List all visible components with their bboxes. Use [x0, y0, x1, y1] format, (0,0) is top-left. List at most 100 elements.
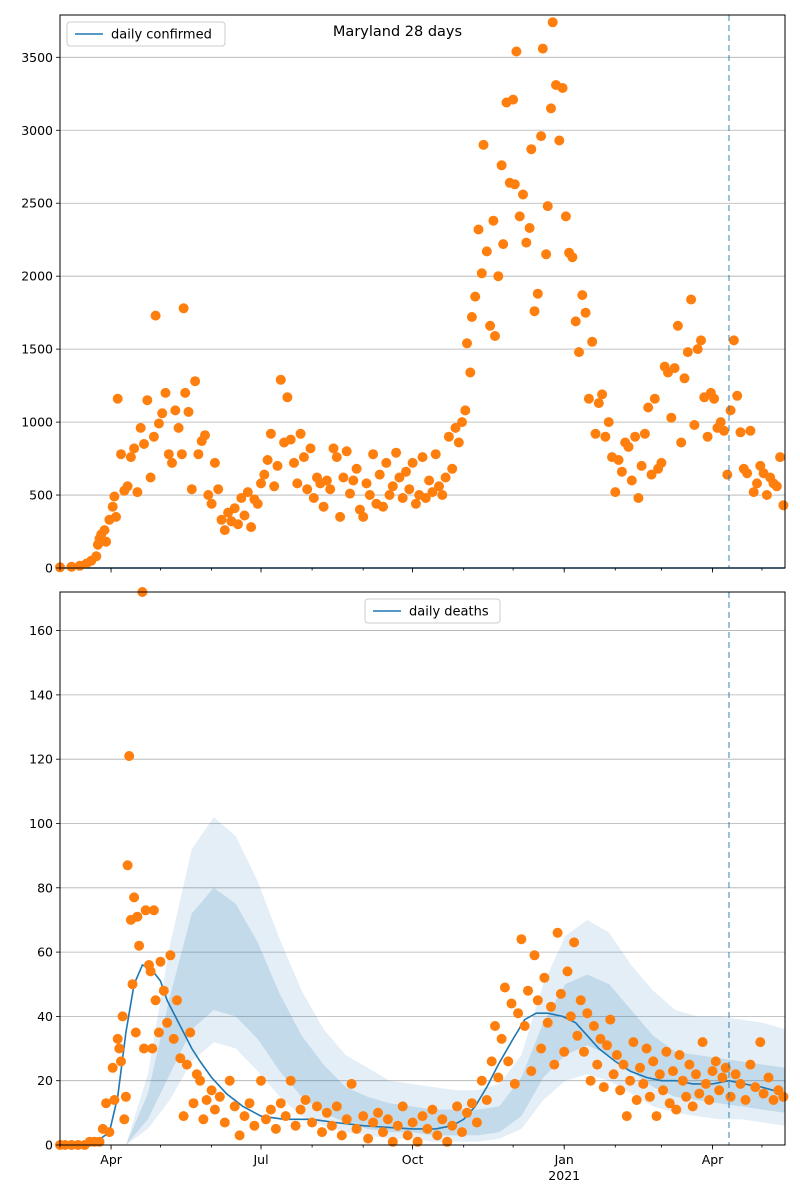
data-point — [335, 511, 346, 522]
data-point — [229, 1101, 240, 1112]
data-point — [364, 490, 375, 500]
data-point — [562, 966, 573, 977]
data-point — [681, 1091, 692, 1102]
data-point — [269, 481, 280, 492]
data-point — [649, 393, 660, 404]
data-point — [129, 892, 140, 903]
data-point — [66, 561, 77, 572]
y-tick-label: 160 — [29, 623, 53, 638]
chart-title: Maryland 28 days — [333, 24, 462, 40]
data-point — [694, 1088, 705, 1099]
data-point — [201, 1095, 212, 1105]
data-point — [499, 982, 510, 993]
data-point — [200, 430, 210, 441]
data-point — [730, 1069, 741, 1080]
data-point — [129, 443, 140, 454]
data-point — [466, 1098, 477, 1109]
data-point — [709, 393, 720, 404]
data-point — [317, 1127, 327, 1138]
y-tick-label: 0 — [45, 1138, 53, 1153]
data-point — [521, 237, 532, 248]
data-point — [142, 395, 153, 406]
data-point — [778, 500, 789, 511]
data-point — [437, 490, 448, 500]
data-point — [577, 290, 588, 301]
data-point — [345, 488, 355, 499]
data-point — [597, 389, 608, 400]
confirmed-points — [55, 17, 789, 573]
data-point — [560, 211, 571, 222]
data-point — [259, 469, 270, 480]
data-point — [434, 481, 444, 492]
confirmed-y-axis: 0 500 1000 1500 2000 2500 3000 3500 — [21, 50, 60, 576]
x-tick-label: Jul — [252, 1152, 268, 1167]
data-point — [529, 950, 540, 961]
data-point — [109, 491, 120, 502]
data-point — [470, 291, 481, 302]
data-point — [384, 490, 395, 500]
data-point — [112, 1033, 123, 1044]
data-point — [626, 475, 637, 486]
data-point — [256, 478, 266, 489]
data-point — [574, 347, 584, 358]
data-point — [157, 408, 168, 419]
data-point — [748, 487, 759, 498]
data-point — [537, 43, 548, 54]
data-point — [427, 1104, 438, 1115]
data-point — [720, 1062, 731, 1073]
data-point — [153, 418, 164, 429]
confirmed-plot-frame — [59, 14, 786, 569]
data-point — [265, 1104, 276, 1115]
data-point — [282, 392, 293, 403]
data-point — [677, 1075, 688, 1086]
data-point — [120, 1091, 131, 1102]
data-point — [206, 1085, 217, 1096]
data-point — [656, 457, 667, 468]
data-point — [387, 1136, 398, 1147]
data-point — [442, 1136, 453, 1147]
data-point — [684, 1059, 695, 1070]
data-point — [246, 522, 257, 533]
data-point — [307, 1117, 318, 1128]
data-point — [358, 511, 369, 522]
data-point — [122, 481, 133, 492]
data-point — [493, 271, 504, 282]
data-point — [422, 1123, 433, 1134]
data-point — [740, 1095, 751, 1105]
data-point — [392, 1120, 403, 1131]
data-point — [394, 472, 405, 483]
data-point — [496, 160, 507, 171]
data-point — [275, 374, 286, 385]
data-point — [331, 1101, 342, 1112]
data-point — [536, 131, 547, 142]
x-tick-label: Jan — [554, 1152, 574, 1167]
y-tick-label: 140 — [29, 687, 53, 702]
data-point — [524, 223, 535, 233]
data-point — [94, 1136, 105, 1147]
data-point — [532, 995, 543, 1006]
y-tick-label: 0 — [45, 561, 53, 576]
data-point — [651, 1111, 662, 1122]
data-point — [668, 1066, 678, 1077]
data-point — [682, 347, 693, 358]
data-point — [114, 1043, 125, 1054]
data-point — [410, 498, 421, 509]
legend-box — [364, 598, 501, 624]
data-point — [262, 455, 273, 465]
data-point — [771, 481, 782, 492]
data-point — [633, 493, 644, 503]
data-point — [745, 1059, 756, 1070]
data-point — [715, 417, 726, 428]
data-point — [587, 336, 598, 347]
data-point — [552, 927, 563, 938]
data-point — [676, 437, 687, 448]
y-tick-label: 1000 — [21, 415, 53, 430]
data-point — [167, 457, 177, 468]
data-point — [661, 1046, 672, 1057]
data-point — [430, 449, 441, 460]
data-point — [145, 472, 156, 483]
data-point — [481, 246, 492, 257]
data-point — [611, 1050, 622, 1060]
